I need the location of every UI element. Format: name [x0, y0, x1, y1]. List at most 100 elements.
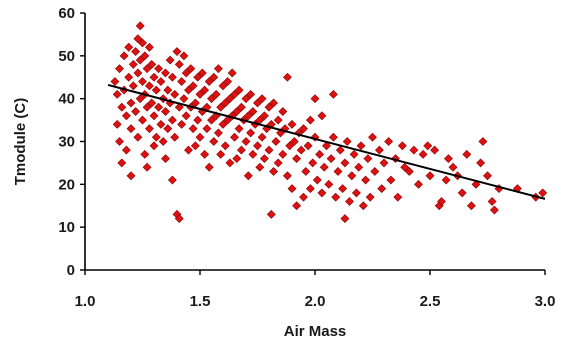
data-point — [328, 89, 338, 99]
data-point — [167, 72, 177, 82]
data-point — [356, 141, 366, 151]
data-point — [138, 115, 147, 125]
data-point — [246, 89, 256, 99]
data-point — [121, 111, 131, 121]
data-point — [147, 59, 157, 69]
data-point — [167, 175, 177, 185]
data-point — [333, 167, 343, 176]
data-point — [209, 137, 219, 146]
data-point — [273, 115, 283, 125]
data-point — [218, 81, 228, 91]
data-point — [140, 149, 150, 159]
data-point — [287, 184, 297, 194]
data-point — [177, 77, 187, 86]
data-point — [161, 68, 170, 78]
data-point — [448, 162, 458, 172]
data-point — [363, 154, 373, 164]
data-point — [292, 201, 302, 211]
data-point — [124, 72, 134, 82]
data-point — [202, 124, 212, 134]
data-point — [151, 85, 161, 95]
data-point — [163, 124, 173, 134]
data-point — [393, 192, 403, 202]
x-tick-label: 1.0 — [75, 293, 96, 310]
data-point — [289, 137, 299, 146]
data-point — [368, 132, 377, 142]
data-point — [241, 94, 251, 104]
data-point — [151, 132, 161, 142]
data-point — [156, 119, 166, 129]
data-point — [246, 128, 256, 138]
data-point — [236, 145, 246, 155]
data-point — [441, 175, 451, 185]
data-points — [110, 21, 548, 224]
data-point — [331, 192, 341, 202]
data-point — [478, 137, 488, 146]
data-point — [234, 124, 244, 134]
data-point — [195, 89, 205, 99]
trendline-path — [107, 83, 546, 200]
data-point — [287, 119, 297, 129]
data-point — [126, 124, 136, 134]
data-point — [259, 111, 269, 121]
data-point — [110, 77, 120, 86]
data-point — [423, 141, 433, 151]
data-point — [230, 89, 239, 99]
data-point — [121, 145, 131, 155]
data-point — [177, 119, 187, 129]
data-point — [354, 162, 364, 172]
y-axis-title: Tmodule (C) — [12, 98, 29, 186]
data-point — [126, 98, 136, 108]
data-point — [204, 77, 214, 86]
data-point — [138, 77, 147, 86]
data-point — [131, 107, 141, 116]
data-point — [181, 111, 191, 121]
data-point — [308, 158, 318, 168]
data-point — [163, 85, 173, 95]
data-point — [278, 107, 288, 116]
data-point — [365, 192, 375, 202]
data-point — [374, 145, 384, 155]
data-point — [384, 137, 394, 146]
data-point — [161, 107, 170, 116]
data-point — [303, 141, 313, 151]
data-point — [489, 205, 499, 215]
x-axis-title: Air Mass — [284, 323, 347, 340]
data-point — [207, 94, 216, 104]
data-point — [273, 158, 283, 168]
data-point — [347, 171, 357, 181]
data-point — [170, 89, 180, 99]
data-point — [179, 51, 189, 61]
data-point — [322, 141, 331, 151]
data-point — [259, 154, 269, 164]
data-point — [236, 102, 246, 112]
data-point — [200, 85, 210, 95]
y-tick-label: 0 — [67, 262, 75, 279]
data-point — [282, 72, 292, 82]
data-point — [285, 141, 295, 151]
data-point — [154, 64, 164, 74]
data-point — [462, 149, 472, 159]
data-point — [386, 175, 396, 185]
data-point — [172, 47, 182, 56]
data-point — [457, 188, 467, 198]
data-point — [142, 162, 152, 172]
data-point — [443, 154, 453, 164]
data-point — [174, 214, 184, 224]
data-point — [223, 77, 233, 86]
data-point — [167, 115, 177, 125]
data-point — [266, 209, 276, 219]
data-point — [131, 47, 141, 56]
data-point — [223, 115, 233, 125]
data-point — [158, 137, 168, 146]
y-tick-label: 40 — [58, 91, 75, 108]
data-point — [170, 132, 180, 142]
data-point — [241, 137, 251, 146]
data-point — [112, 119, 122, 129]
data-point — [200, 149, 210, 159]
y-tick-label: 20 — [58, 176, 75, 193]
x-tick-label: 1.5 — [190, 293, 211, 310]
data-point — [133, 34, 143, 44]
data-point — [213, 128, 223, 138]
